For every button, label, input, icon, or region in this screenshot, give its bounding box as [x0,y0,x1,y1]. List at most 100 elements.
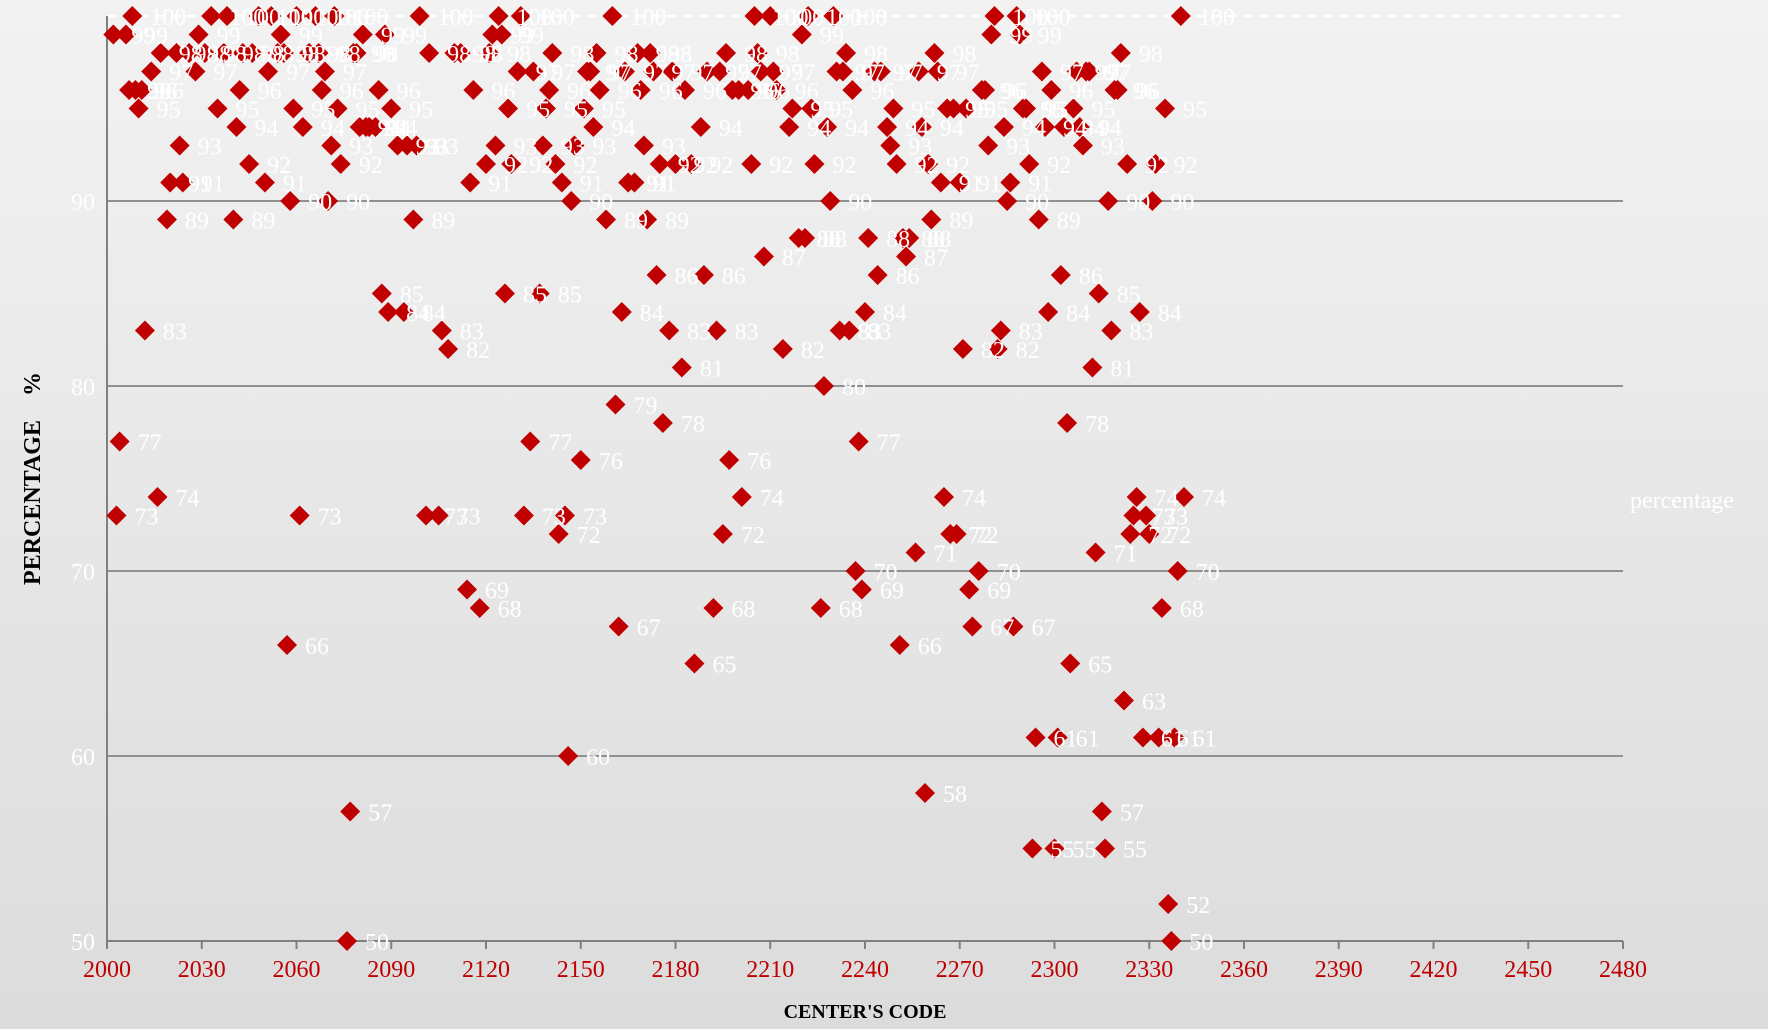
data-label: 94 [378,116,402,142]
x-tick-2150: 2150 [557,957,605,983]
data-point [1107,80,1128,100]
data-point [959,579,980,600]
data-label: 97 [643,61,667,87]
x-axis-title: CENTER'S CODE [784,1001,947,1023]
data-point [321,135,342,156]
data-point [1016,98,1037,119]
data-label: 72 [741,523,765,549]
data-label: 96 [1136,79,1160,105]
data-point [311,80,332,100]
data-point [766,80,787,100]
data-label: 92 [769,153,793,179]
data-label: 96 [147,79,171,105]
data-label: 72 [1167,523,1191,549]
data-label: 98 [194,42,218,68]
data-label: 73 [1164,505,1188,531]
data-point [845,561,866,581]
data-label: 89 [624,209,648,235]
data-label: 98 [776,42,800,68]
data-label: 82 [981,338,1005,364]
data-label: 60 [586,745,610,771]
data-label: 95 [984,98,1008,124]
data-label: 89 [431,209,455,235]
data-label: 70 [874,560,898,586]
data-point [548,524,569,544]
data-point [201,6,222,26]
data-label: 95 [965,98,989,124]
data-point [791,24,812,45]
data-label: 96 [750,79,774,105]
data-label: 97 [1095,61,1119,87]
data-label: 96 [153,79,177,105]
data-point [905,542,926,563]
data-label: 73 [444,505,468,531]
data-label: 88 [823,227,847,253]
data-point [747,43,768,63]
data-point [457,579,478,600]
x-tick-2240: 2240 [841,957,889,983]
x-tick-2390: 2390 [1315,957,1363,983]
data-label: 100 [277,5,313,31]
data-point [542,43,563,63]
data-point [1139,524,1160,544]
data-point [693,265,714,285]
data-point [1098,191,1119,211]
data-label: 96 [397,79,421,105]
data-point [605,394,626,415]
data-point [1009,24,1030,45]
data-label: 84 [883,301,907,327]
data-point [1000,172,1021,193]
data-label: 92 [946,153,970,179]
data-label: 100 [315,5,351,31]
data-point [115,24,136,45]
data-point [889,635,910,655]
data-point [532,135,553,156]
data-point [712,524,733,544]
data-point [899,228,920,248]
data-point [997,191,1018,211]
data-point [1031,61,1052,82]
data-label: 98 [507,42,531,68]
data-label: 92 [678,153,702,179]
data-label: 97 [536,61,560,87]
data-label: 98 [207,42,231,68]
data-point [719,450,740,470]
data-label: 77 [548,431,572,457]
data-point [643,61,664,82]
data-label: 99 [381,24,405,50]
data-point [213,43,234,63]
data-point [674,80,695,100]
data-point [649,154,670,174]
data-label: 95 [911,98,935,124]
data-label: 100 [150,5,186,31]
data-label: 93 [198,135,222,161]
data-label: 95 [829,98,853,124]
data-label: 73 [583,505,607,531]
data-point [510,6,531,26]
data-label: 95 [526,98,550,124]
data-point [1057,413,1078,433]
data-point [381,98,402,119]
data-label: 93 [1101,135,1125,161]
data-label: 95 [1183,98,1207,124]
data-label: 93 [1006,135,1030,161]
data-label: 83 [163,320,187,346]
data-point [709,61,730,82]
data-point [131,80,152,100]
data-point [1041,80,1062,100]
data-label: 97 [1107,61,1131,87]
data-label: 87 [782,246,806,272]
data-label: 92 [573,153,597,179]
data-label: 90 [589,190,613,216]
data-point [536,98,557,119]
data-label: 100 [289,5,325,31]
data-label: 88 [921,227,945,253]
data-label: 94 [1063,116,1087,142]
data-point [908,61,929,82]
data-point [706,320,727,341]
data-label: 98 [472,42,496,68]
data-label: 80 [842,375,866,401]
data-point [1170,6,1191,26]
data-point [352,24,373,45]
